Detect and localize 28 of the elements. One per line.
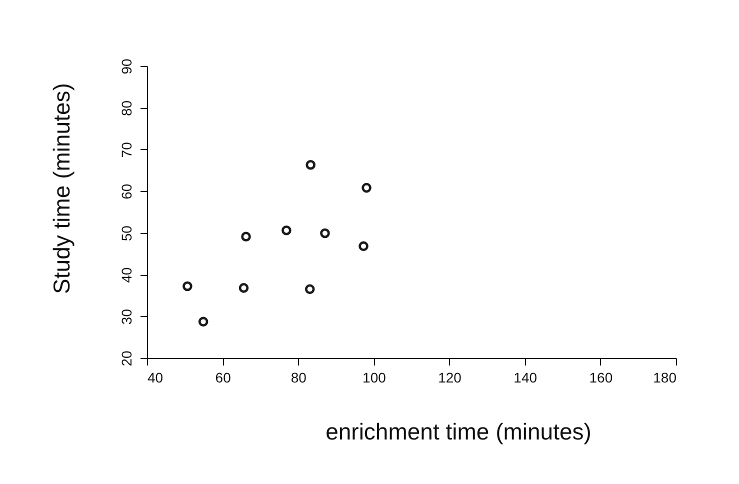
x-tick-label: 80 bbox=[290, 370, 307, 386]
x-tick-label: 180 bbox=[653, 370, 677, 386]
y-axis-title: Study time (minutes) bbox=[48, 83, 74, 294]
point bbox=[362, 182, 372, 193]
y-tick-label: 90 bbox=[118, 58, 134, 74]
point bbox=[182, 281, 192, 292]
point bbox=[304, 284, 315, 294]
point bbox=[358, 241, 368, 252]
point bbox=[238, 283, 249, 293]
x-tick-label: 160 bbox=[589, 370, 613, 386]
x-tick-label: 100 bbox=[362, 370, 386, 386]
x-tick-label: 60 bbox=[215, 370, 232, 386]
point bbox=[282, 225, 292, 236]
x-axis-title: enrichment time (minutes) bbox=[326, 418, 592, 444]
x-tick-label: 40 bbox=[148, 370, 164, 386]
point bbox=[306, 160, 316, 170]
y-tick-label: 50 bbox=[118, 225, 134, 242]
point bbox=[198, 316, 208, 327]
y-tick-label: 70 bbox=[118, 142, 134, 158]
y-tick-label: 60 bbox=[118, 184, 134, 200]
y-tick-label: 30 bbox=[118, 308, 134, 325]
point bbox=[241, 232, 251, 242]
point bbox=[320, 228, 330, 238]
y-tick-label: 80 bbox=[118, 100, 134, 116]
x-tick-label: 140 bbox=[514, 370, 538, 386]
x-tick-label: 120 bbox=[438, 370, 462, 386]
y-tick-label: 40 bbox=[118, 267, 134, 283]
y-tick-label: 20 bbox=[118, 350, 134, 366]
